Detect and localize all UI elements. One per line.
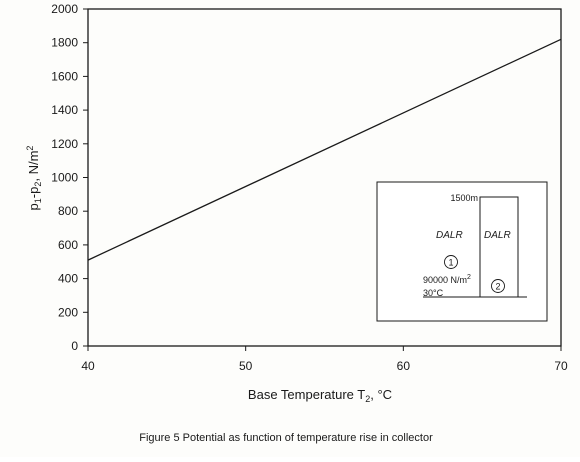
- y-ticks: 0 200 400 600 800 1000 1200 1400 1600 1800 2000: [51, 2, 88, 353]
- x-tick-label: 50: [239, 359, 253, 373]
- series: [87, 38, 562, 261]
- y-tick-label: 1200: [51, 137, 78, 151]
- inset-frame: [376, 181, 548, 322]
- y-tick-label: 0: [71, 339, 78, 353]
- y-tick-label: 800: [58, 204, 78, 218]
- y-tick-label: 400: [58, 272, 78, 286]
- y-tick-label: 2000: [51, 2, 78, 16]
- inset-left-lapse: DALR: [436, 230, 463, 241]
- y-tick-label: 1600: [51, 69, 78, 83]
- inset-marker-1: 1: [448, 258, 453, 268]
- inset-pressure-label: 90000 N/m2: [423, 274, 471, 285]
- inset-marker-2: 2: [495, 282, 500, 292]
- x-tick-label: 60: [397, 359, 411, 373]
- inset-diagram: 1500m DALR DALR 1 2 90000 N/m2 30°C: [376, 181, 548, 322]
- y-tick-label: 1400: [51, 103, 78, 117]
- inset-temperature-label: 30°C: [423, 288, 444, 298]
- y-axis-label: p1-p2, N/m2: [25, 146, 43, 211]
- x-tick-label: 40: [81, 359, 95, 373]
- series-line: [87, 38, 562, 261]
- inset-right-lapse: DALR: [484, 230, 511, 241]
- figure-caption: Figure 5 Potential as function of temper…: [139, 432, 433, 444]
- x-axis-label: Base Temperature T2, °C: [248, 387, 392, 404]
- inset-height-label: 1500m: [450, 193, 478, 203]
- x-ticks: 40 50 60 70: [81, 346, 568, 373]
- x-tick-label: 70: [554, 359, 568, 373]
- inset-marker-2-circle: [491, 279, 505, 293]
- y-tick-label: 1000: [51, 171, 78, 185]
- y-tick-label: 200: [58, 305, 78, 319]
- y-tick-label: 1800: [51, 36, 78, 50]
- y-tick-label: 600: [58, 238, 78, 252]
- inset-marker-1-circle: [444, 255, 458, 269]
